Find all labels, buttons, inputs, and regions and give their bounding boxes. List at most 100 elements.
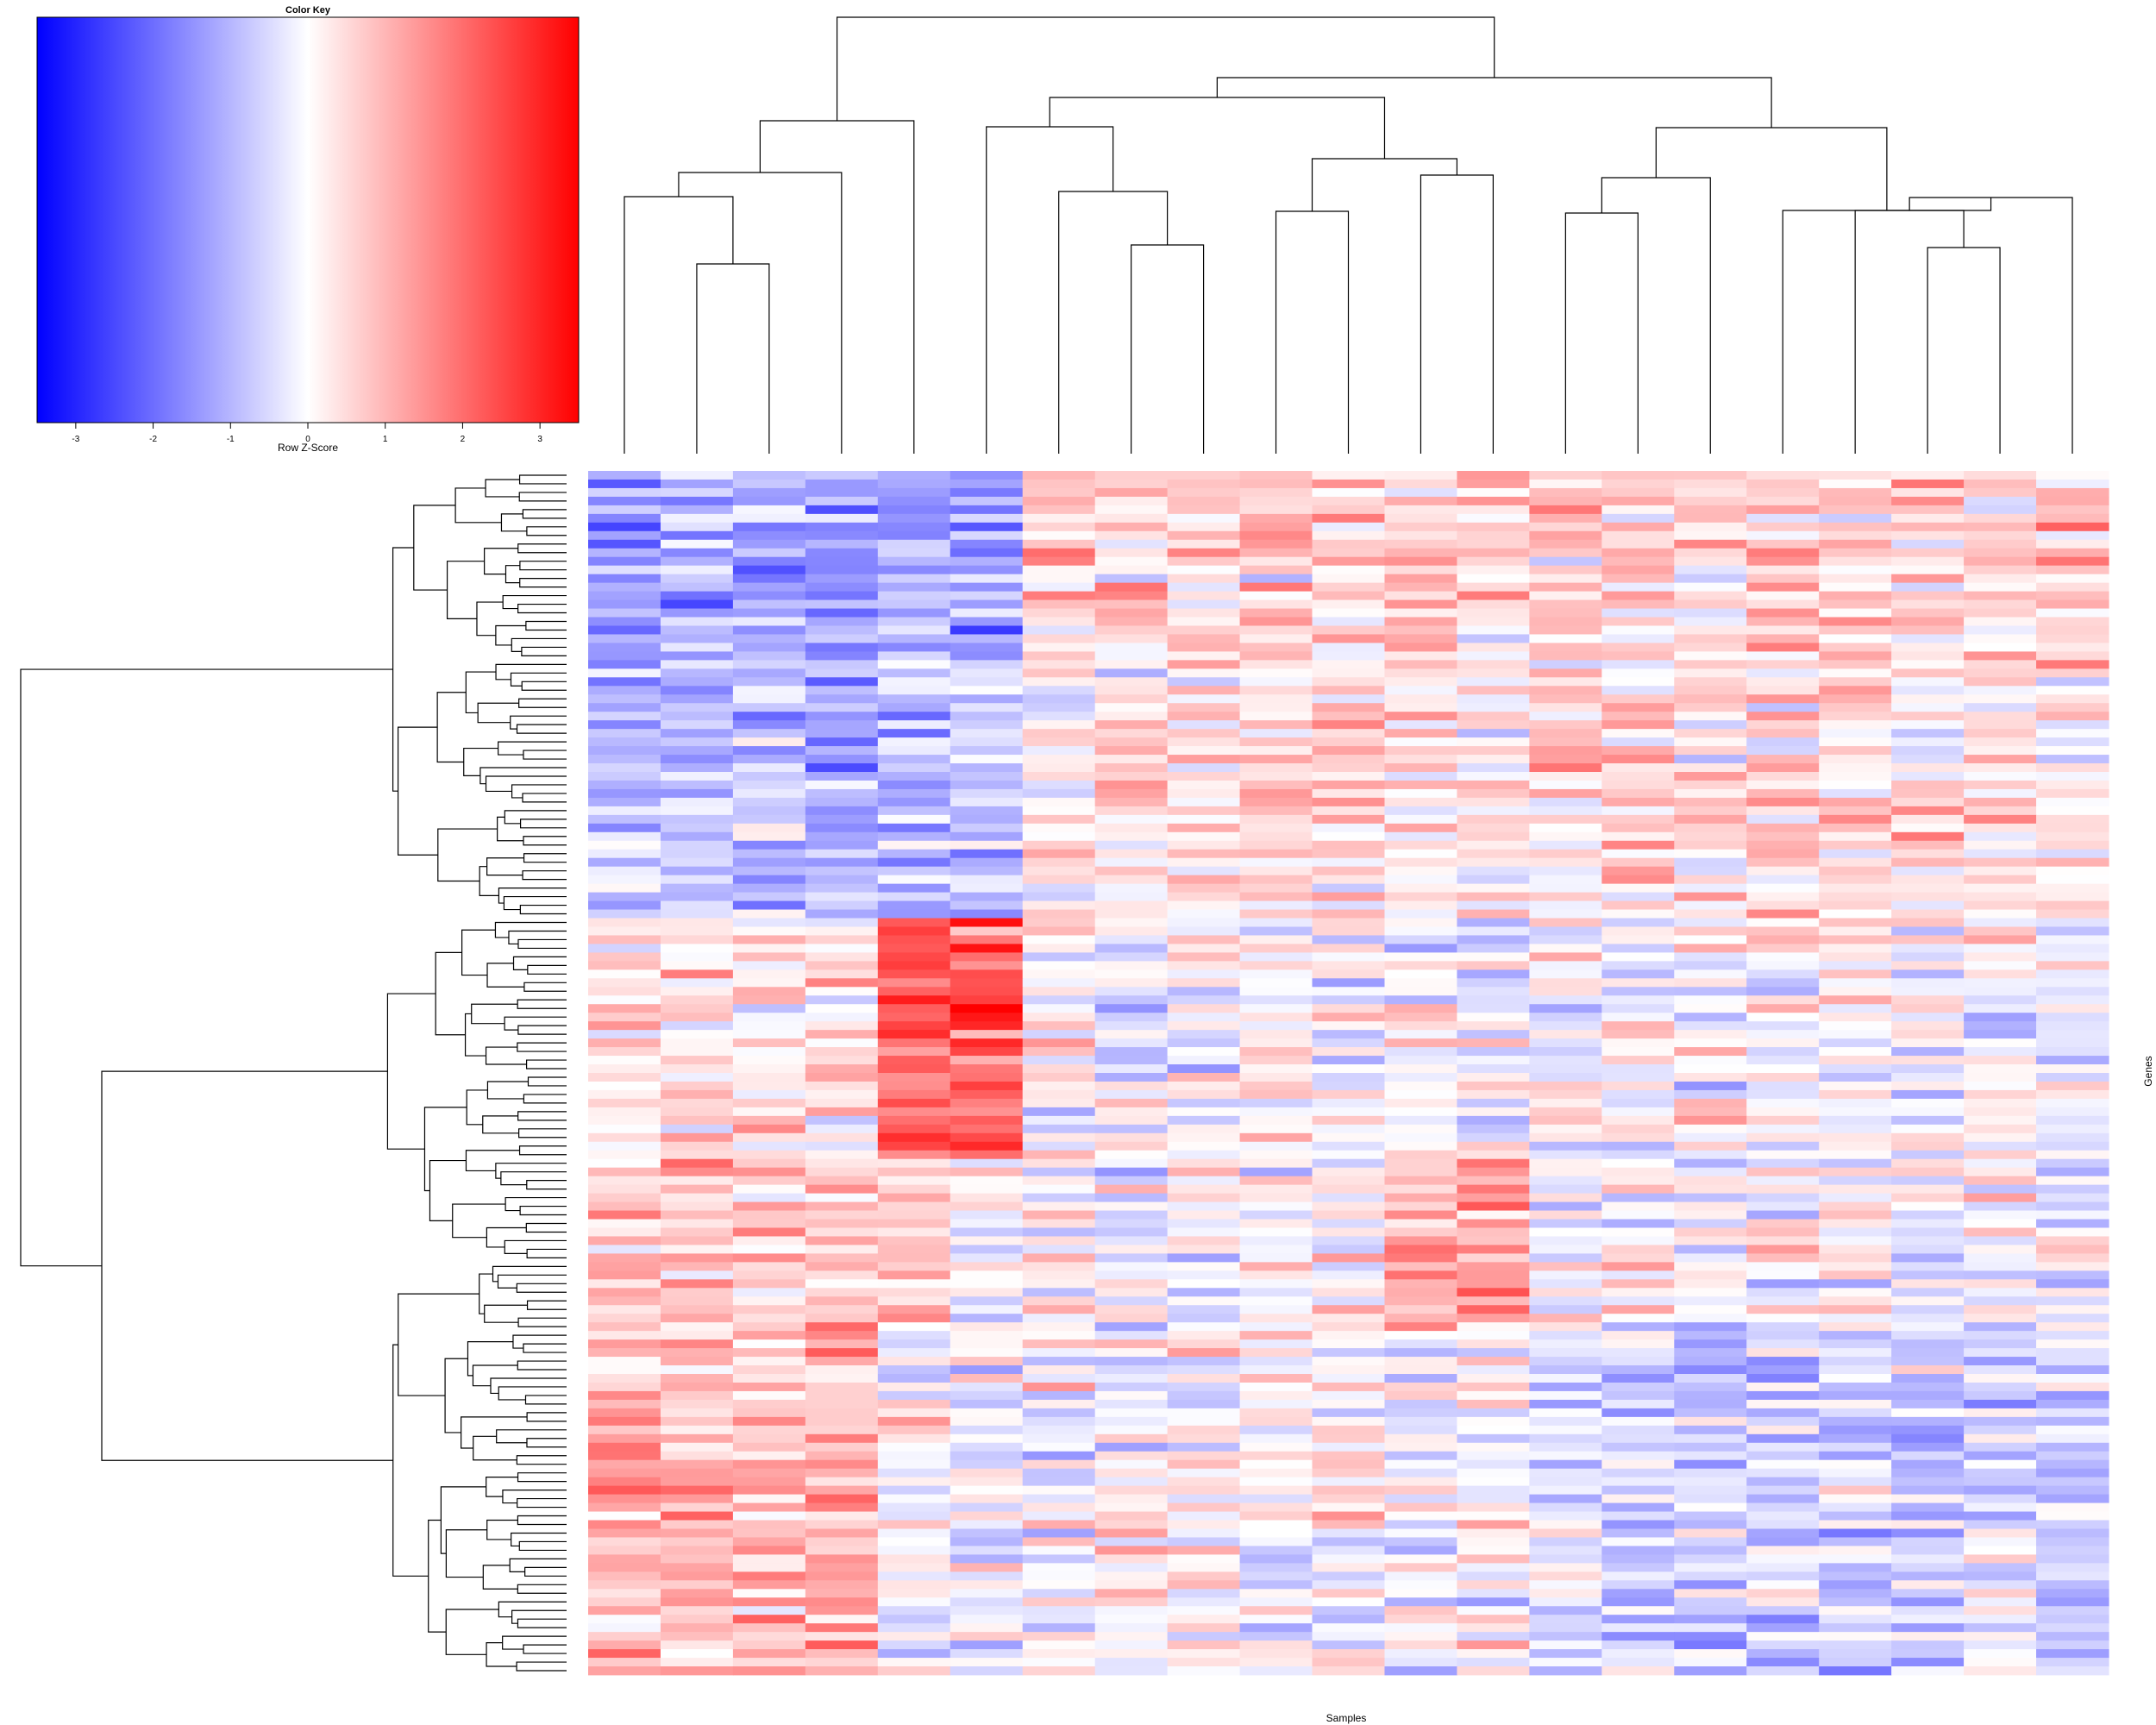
heatmap-cell	[1384, 539, 1458, 549]
heatmap-cell	[1674, 909, 1747, 919]
heatmap-cell	[1094, 694, 1169, 704]
heatmap-cell	[1239, 1374, 1313, 1383]
heatmap-cell	[1312, 1322, 1386, 1332]
heatmap-cell	[1529, 599, 1602, 609]
heatmap-cell	[1239, 755, 1313, 764]
heatmap-cell	[660, 582, 734, 592]
heatmap-cell	[1457, 1520, 1530, 1529]
heatmap-cell	[1529, 1374, 1602, 1383]
heatmap-cell	[1891, 875, 1965, 885]
heatmap-cell	[1674, 1210, 1747, 1220]
heatmap-cell	[1674, 1184, 1747, 1194]
heatmap-cell	[1601, 1107, 1675, 1117]
heatmap-cell	[1529, 1494, 1602, 1503]
heatmap-cell	[1457, 530, 1530, 541]
heatmap-cell	[588, 1589, 661, 1598]
heatmap-cell	[1674, 823, 1747, 833]
heatmap-cell	[2036, 1494, 2109, 1503]
heatmap-cell	[1819, 1236, 1892, 1245]
heatmap-cell	[2036, 556, 2109, 567]
heatmap-cell	[1022, 729, 1096, 738]
heatmap-cell	[1964, 875, 2037, 885]
heatmap-cell	[1964, 1615, 2037, 1624]
heatmap-cell	[1746, 539, 1820, 549]
heatmap-cell	[1239, 548, 1313, 558]
heatmap-cell	[950, 1219, 1024, 1228]
heatmap-cell	[1601, 1390, 1675, 1401]
heatmap-cell	[588, 892, 661, 901]
heatmap-cell	[877, 1021, 951, 1031]
heatmap-cell	[1457, 1141, 1530, 1151]
heatmap-cell	[660, 1632, 734, 1641]
heatmap-cell	[1167, 1176, 1241, 1186]
heatmap-cell	[2036, 1124, 2109, 1134]
heatmap-cell	[877, 823, 951, 833]
heatmap-cell	[1819, 1305, 1892, 1314]
heatmap-cell	[1964, 617, 2037, 626]
heatmap-cell	[1674, 1305, 1747, 1314]
heatmap-cell	[805, 487, 879, 498]
heatmap-cell	[1964, 1167, 2037, 1177]
heatmap-cell	[1674, 806, 1747, 816]
heatmap-cell	[950, 1382, 1024, 1392]
heatmap-cell	[1312, 969, 1386, 979]
heatmap-cell	[1674, 1537, 1747, 1546]
heatmap-cell	[1239, 1537, 1313, 1546]
heatmap-cell	[877, 634, 951, 643]
heatmap-cell	[2036, 703, 2109, 712]
heatmap-cell	[877, 522, 951, 532]
heatmap-cell	[660, 1253, 734, 1263]
heatmap-cell	[877, 857, 951, 868]
row-dendro-branch	[517, 938, 567, 950]
heatmap-cell	[1674, 1030, 1747, 1039]
heatmap-cell	[1819, 1279, 1892, 1289]
heatmap-cell	[1312, 712, 1386, 721]
heatmap-cell	[805, 1184, 879, 1194]
col-dendro-branch	[1854, 210, 1965, 454]
heatmap-cell	[877, 737, 951, 747]
heatmap-cell	[732, 1210, 806, 1220]
heatmap-cell	[1312, 565, 1386, 575]
heatmap-cell	[1094, 1399, 1169, 1409]
heatmap-cell	[1384, 1107, 1458, 1117]
heatmap-cell	[950, 694, 1024, 704]
heatmap-cell	[1529, 961, 1602, 970]
heatmap-cell	[1239, 1089, 1313, 1100]
heatmap-cell	[1674, 840, 1747, 850]
heatmap-cell	[1746, 1477, 1820, 1487]
heatmap-cell	[1819, 720, 1892, 730]
heatmap-cell	[1457, 1442, 1530, 1452]
heatmap-cell	[1457, 660, 1530, 669]
row-dendro-branch	[509, 1558, 567, 1572]
heatmap-cell	[1022, 1649, 1096, 1659]
heatmap-cell	[588, 471, 661, 480]
heatmap-cell	[950, 995, 1024, 1005]
heatmap-cell	[1022, 651, 1096, 661]
heatmap-cell	[660, 909, 734, 919]
heatmap-cell	[1601, 660, 1675, 669]
heatmap-cell	[805, 926, 879, 936]
heatmap-cell	[1457, 918, 1530, 927]
heatmap-cell	[588, 772, 661, 781]
heatmap-cell	[1601, 1408, 1675, 1418]
heatmap-cell	[588, 1615, 661, 1624]
heatmap-cell	[588, 712, 661, 721]
heatmap-cell	[588, 1115, 661, 1126]
heatmap-cell	[1312, 1580, 1386, 1590]
heatmap-cell	[950, 574, 1024, 584]
heatmap-cell	[588, 1305, 661, 1314]
heatmap-cell	[1384, 755, 1458, 764]
heatmap-cell	[1239, 1597, 1313, 1607]
heatmap-cell	[1457, 1511, 1530, 1521]
heatmap-cell	[805, 1141, 879, 1151]
heatmap-cell	[1529, 487, 1602, 498]
heatmap-cell	[1094, 1520, 1169, 1529]
heatmap-cell	[1239, 522, 1313, 532]
heatmap-cell	[1891, 1390, 1965, 1401]
heatmap-cell	[1891, 935, 1965, 944]
row-dendro-branch	[518, 1145, 567, 1156]
row-dendro-branch	[398, 1293, 479, 1396]
heatmap-cell	[1094, 1030, 1169, 1039]
heatmap-cell	[2036, 1004, 2109, 1013]
row-dendro-branch	[527, 964, 567, 975]
